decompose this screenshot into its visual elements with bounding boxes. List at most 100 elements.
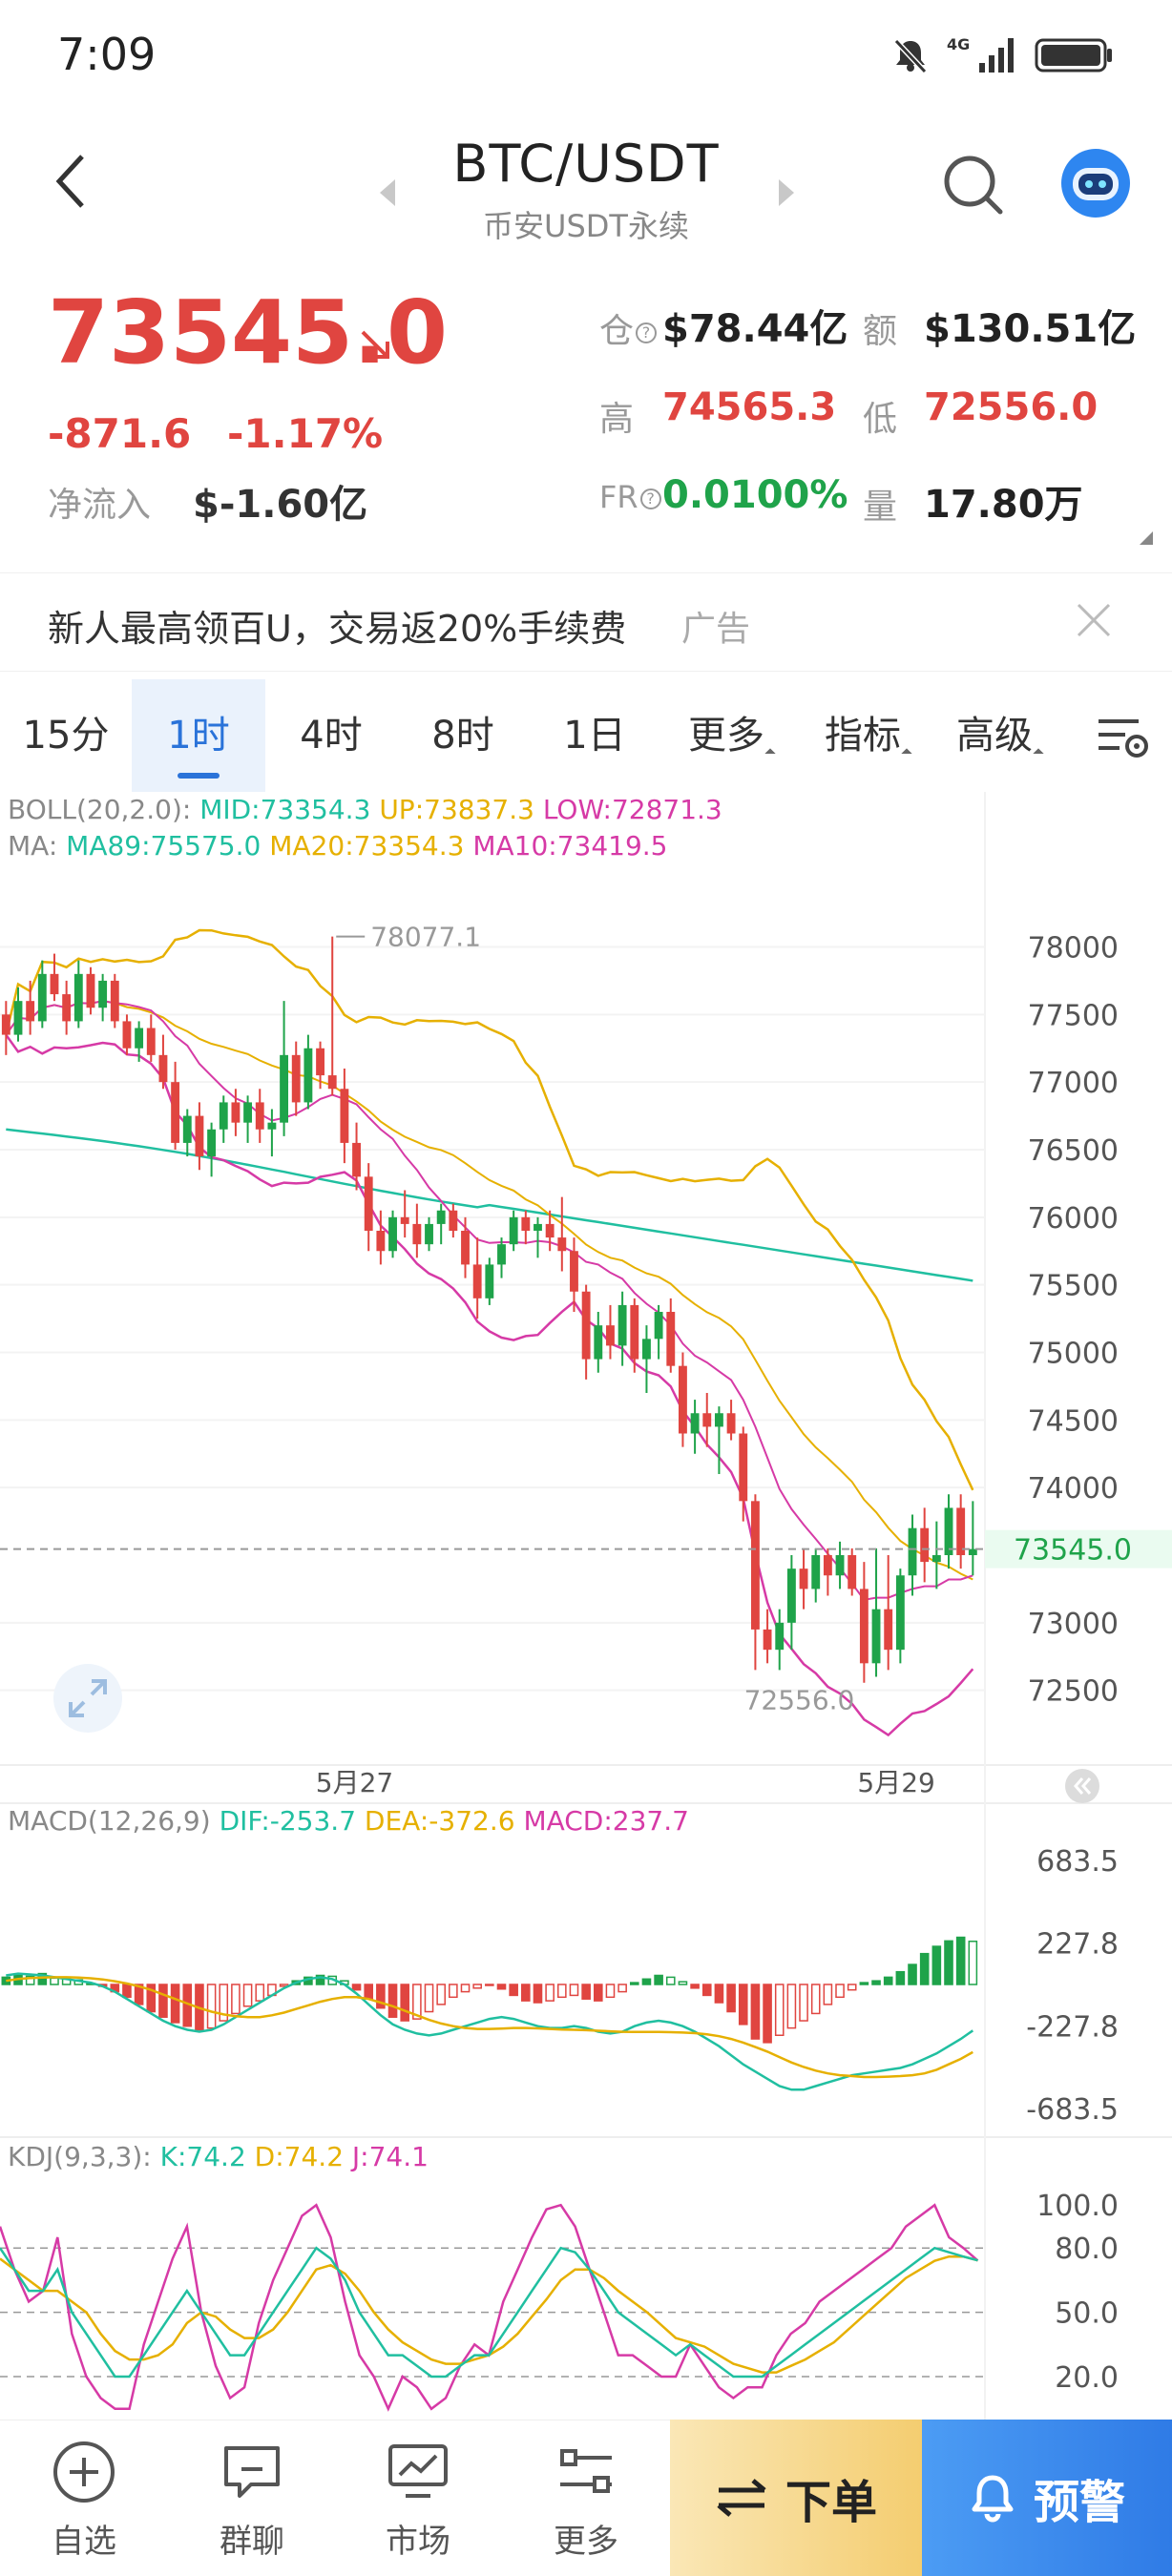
kline-chart[interactable]: 78000 77500 77000 76500 76000 75500 75000 74500… <box>0 792 1172 2420</box>
macd-bar <box>134 1984 144 2005</box>
nav-group-chat[interactable]: 群聊 <box>176 2439 328 2562</box>
chart-settings-button[interactable] <box>1075 679 1172 792</box>
macd-bar <box>219 1984 229 2022</box>
fullscreen-button[interactable] <box>50 1660 126 1740</box>
macd-dea: DEA:-372.6 <box>364 1805 515 1837</box>
chat-icon <box>224 2446 280 2498</box>
search-button[interactable] <box>941 153 1004 219</box>
candle-body <box>823 1555 832 1576</box>
candle-body <box>62 994 72 1022</box>
nav-market[interactable]: 市场 <box>342 2439 494 2562</box>
macd-legend[interactable]: MACD(12,26,9) DIF:-253.7 DEA:-372.6 MACD… <box>8 1805 689 1837</box>
boll-legend[interactable]: BOLL(20,2.0): MID:73354.3 UP:73837.3 LOW… <box>8 794 722 825</box>
y-tick-label: 227.8 <box>1036 1928 1119 1962</box>
candle-body <box>255 1102 264 1130</box>
macd-bar <box>231 1984 241 2015</box>
nav-more[interactable]: 更多 <box>510 2439 662 2562</box>
candle-body <box>352 1142 361 1177</box>
tab-more[interactable]: 更多 <box>660 679 802 792</box>
candle-body <box>534 1223 542 1231</box>
help-icon[interactable]: ? <box>636 322 658 343</box>
candle-body <box>630 1304 639 1360</box>
y-tick-label: 75500 <box>1028 1270 1119 1303</box>
signal-icon: 4G <box>947 35 1014 73</box>
macd-bar <box>835 1984 845 1999</box>
scroll-to-latest-button[interactable] <box>1063 1767 1101 1809</box>
tab-label: 高级 <box>956 714 1033 758</box>
ma89-line <box>6 1128 973 1282</box>
tab-15m[interactable]: 15分 <box>0 679 132 792</box>
candle-body <box>243 1102 253 1123</box>
macd-bar <box>617 1984 627 1993</box>
place-order-button[interactable]: 下单 <box>670 2420 922 2576</box>
candle-body <box>1 1014 10 1035</box>
ma20-line <box>5 1000 973 1581</box>
promo-text[interactable]: 新人最高领百U，交易返20%手续费 <box>48 608 627 650</box>
prev-symbol-button[interactable] <box>376 177 399 212</box>
close-icon <box>1077 603 1111 637</box>
page-title[interactable]: BTC/USDT <box>452 134 720 194</box>
macd-bar <box>738 1984 748 2025</box>
macd-bar <box>351 1984 362 1991</box>
net-inflow-label: 净流入 <box>48 486 152 525</box>
macd-bar <box>436 1984 446 2005</box>
funding-rate-label[interactable]: FR? <box>599 479 661 515</box>
nav-label: 群聊 <box>220 2523 284 2561</box>
open-interest-label[interactable]: 仓? <box>599 303 658 353</box>
tab-label: 8时 <box>431 714 494 758</box>
tab-label: 更多 <box>688 714 764 758</box>
macd-bar <box>557 1984 567 1999</box>
macd-bar <box>799 1984 808 2022</box>
price-alert-button[interactable]: 预警 <box>922 2420 1172 2576</box>
bell-icon <box>972 2475 1014 2523</box>
next-symbol-button[interactable] <box>775 177 798 212</box>
candle-body <box>908 1527 917 1576</box>
nav-favorites[interactable]: 自选 <box>8 2439 160 2562</box>
kdj-k: K:74.2 <box>159 2141 246 2172</box>
tab-1h[interactable]: 1时 <box>132 679 265 792</box>
y-tick-label: -227.8 <box>1026 2010 1119 2044</box>
y-tick-label: 78000 <box>1028 932 1119 966</box>
candle-body <box>110 980 119 1022</box>
candle-body <box>497 1244 506 1265</box>
robot-icon <box>1061 149 1130 218</box>
sliders-icon <box>560 2449 612 2493</box>
candle-body <box>267 1122 277 1130</box>
double-chevron-left-icon <box>1065 1769 1099 1803</box>
volume-value: 17.80万 <box>924 483 1083 527</box>
tab-4h[interactable]: 4时 <box>265 679 397 792</box>
net-inflow-value: $-1.60亿 <box>193 483 368 527</box>
ma89-value: MA89:75575.0 <box>66 830 262 862</box>
candle-body <box>871 1609 881 1664</box>
y-tick-label: 77500 <box>1028 999 1119 1032</box>
promo-banner[interactable] <box>0 572 1172 672</box>
macd-bar <box>605 1984 616 1999</box>
price-alert-label: 预警 <box>1033 2476 1125 2529</box>
macd-bar <box>122 1984 132 1999</box>
candle-body <box>654 1312 663 1340</box>
tab-indicators[interactable]: 指标 <box>802 679 933 792</box>
nav-label: 更多 <box>554 2523 618 2561</box>
candle-body <box>86 973 95 1008</box>
y-tick-label: 74500 <box>1028 1404 1119 1438</box>
current-price-label: 73545.0 <box>1014 1534 1132 1568</box>
candle-body <box>303 1048 313 1103</box>
nav-label: 市场 <box>386 2523 450 2561</box>
assistant-bot-button[interactable] <box>1059 147 1132 223</box>
tab-1d[interactable]: 1日 <box>529 679 660 792</box>
ma-legend[interactable]: MA: MA89:75575.0 MA20:73354.3 MA10:73419… <box>8 830 668 862</box>
tab-8h[interactable]: 8时 <box>397 679 529 792</box>
close-banner-button[interactable] <box>1075 601 1113 643</box>
candle-body <box>376 1231 386 1252</box>
kdj-legend[interactable]: KDJ(9,3,3): K:74.2 D:74.2 J:74.1 <box>8 2141 429 2172</box>
help-icon[interactable]: ? <box>639 488 661 509</box>
current-price-tag <box>985 1529 1172 1568</box>
back-button[interactable] <box>53 153 88 214</box>
tab-advanced[interactable]: 高级 <box>933 679 1065 792</box>
candle-body <box>726 1413 736 1434</box>
high-label: 高 <box>599 400 635 439</box>
place-order-label: 下单 <box>785 2476 877 2529</box>
macd-bar <box>944 1940 953 1985</box>
status-icons: 4G <box>891 34 1115 76</box>
expand-corner-icon[interactable] <box>1140 530 1153 549</box>
